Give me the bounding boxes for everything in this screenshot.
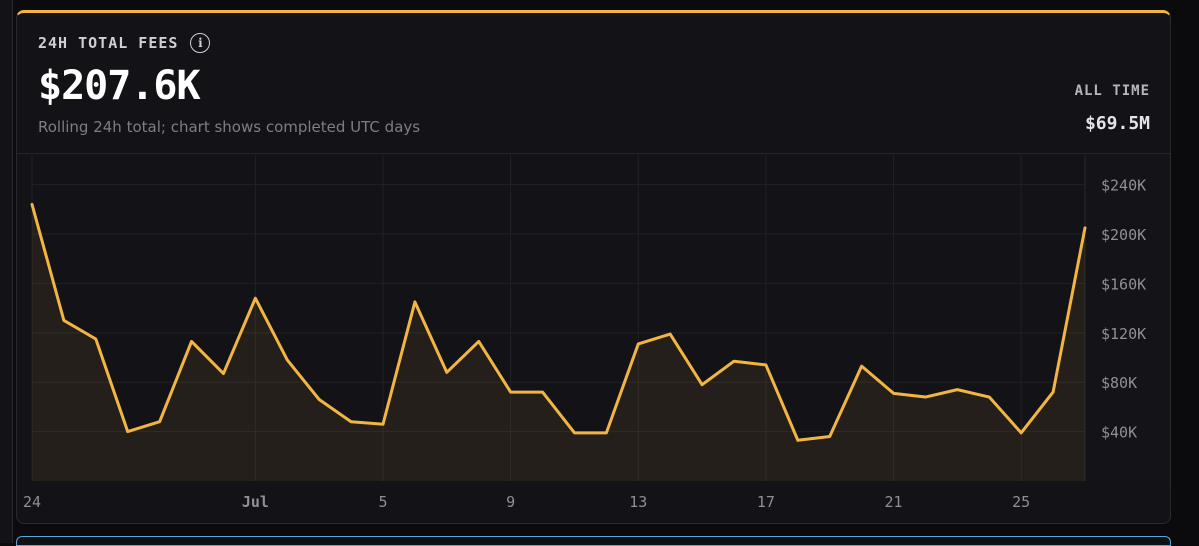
card-subtitle: Rolling 24h total; chart shows completed… bbox=[38, 118, 421, 136]
all-time-value: $69.5M bbox=[1084, 113, 1150, 134]
info-icon[interactable]: i bbox=[190, 33, 211, 53]
data-point bbox=[541, 390, 545, 394]
data-point bbox=[732, 359, 736, 363]
data-point bbox=[349, 420, 353, 424]
series-line bbox=[30, 202, 1087, 442]
all-time-label: ALL TIME bbox=[1074, 83, 1150, 99]
fees-area-chart: $40K $80K $120K $160K $200K $240K 24 Jul 5 9 13 17 2… bbox=[23, 155, 1170, 511]
area-fill bbox=[32, 204, 1085, 482]
data-point bbox=[668, 332, 672, 336]
title-row: 24H TOTAL FEES i bbox=[38, 33, 211, 53]
data-point bbox=[158, 420, 162, 424]
data-point bbox=[700, 383, 704, 387]
data-point bbox=[413, 300, 417, 304]
x-tick-label: 5 bbox=[378, 493, 387, 511]
y-tick-label: $160K bbox=[1101, 275, 1146, 293]
data-point bbox=[892, 391, 896, 395]
x-tick-label: Jul bbox=[242, 493, 269, 511]
data-point bbox=[94, 337, 98, 341]
x-tick-label: 17 bbox=[757, 493, 775, 511]
header-divider bbox=[17, 153, 1170, 154]
data-point bbox=[764, 363, 768, 367]
data-point bbox=[860, 364, 864, 368]
data-point bbox=[285, 358, 289, 362]
data-point bbox=[445, 370, 449, 374]
data-point bbox=[572, 431, 576, 435]
data-point bbox=[62, 318, 66, 322]
y-tick-label: $80K bbox=[1101, 374, 1137, 392]
y-tick-label: $120K bbox=[1101, 325, 1146, 343]
y-tick-label: $200K bbox=[1101, 226, 1146, 244]
data-point bbox=[190, 339, 194, 343]
data-point bbox=[955, 388, 959, 392]
data-point bbox=[1051, 390, 1055, 394]
y-axis-panel bbox=[1085, 155, 1170, 481]
data-point bbox=[796, 438, 800, 442]
data-point bbox=[126, 430, 130, 434]
next-card-edge bbox=[16, 536, 1171, 546]
y-tick-label: $40K bbox=[1101, 424, 1137, 442]
data-point bbox=[30, 202, 34, 206]
data-point bbox=[509, 390, 513, 394]
data-point bbox=[253, 296, 257, 300]
data-point bbox=[636, 342, 640, 346]
data-point bbox=[1019, 431, 1023, 435]
card-header: 24H TOTAL FEES i $207.6K Rolling 24h tot… bbox=[17, 13, 1170, 153]
fees-value: $207.6K bbox=[38, 63, 201, 109]
data-point bbox=[987, 395, 991, 399]
data-point bbox=[317, 398, 321, 402]
x-tick-label: 21 bbox=[885, 493, 903, 511]
x-tick-label: 25 bbox=[1012, 493, 1030, 511]
total-fees-card: 24H TOTAL FEES i $207.6K Rolling 24h tot… bbox=[16, 10, 1171, 524]
data-point bbox=[828, 435, 832, 439]
data-point bbox=[923, 395, 927, 399]
data-point bbox=[477, 339, 481, 343]
x-tick-label: 13 bbox=[629, 493, 647, 511]
x-tick-label: 9 bbox=[506, 493, 515, 511]
y-tick-label: $240K bbox=[1101, 177, 1146, 195]
background-panel-edge bbox=[0, 0, 13, 543]
card-title: 24H TOTAL FEES bbox=[38, 34, 179, 52]
data-point bbox=[1083, 226, 1087, 230]
data-point bbox=[604, 431, 608, 435]
data-point bbox=[221, 372, 225, 376]
data-point bbox=[381, 422, 385, 426]
x-tick-label: 24 bbox=[23, 493, 41, 511]
